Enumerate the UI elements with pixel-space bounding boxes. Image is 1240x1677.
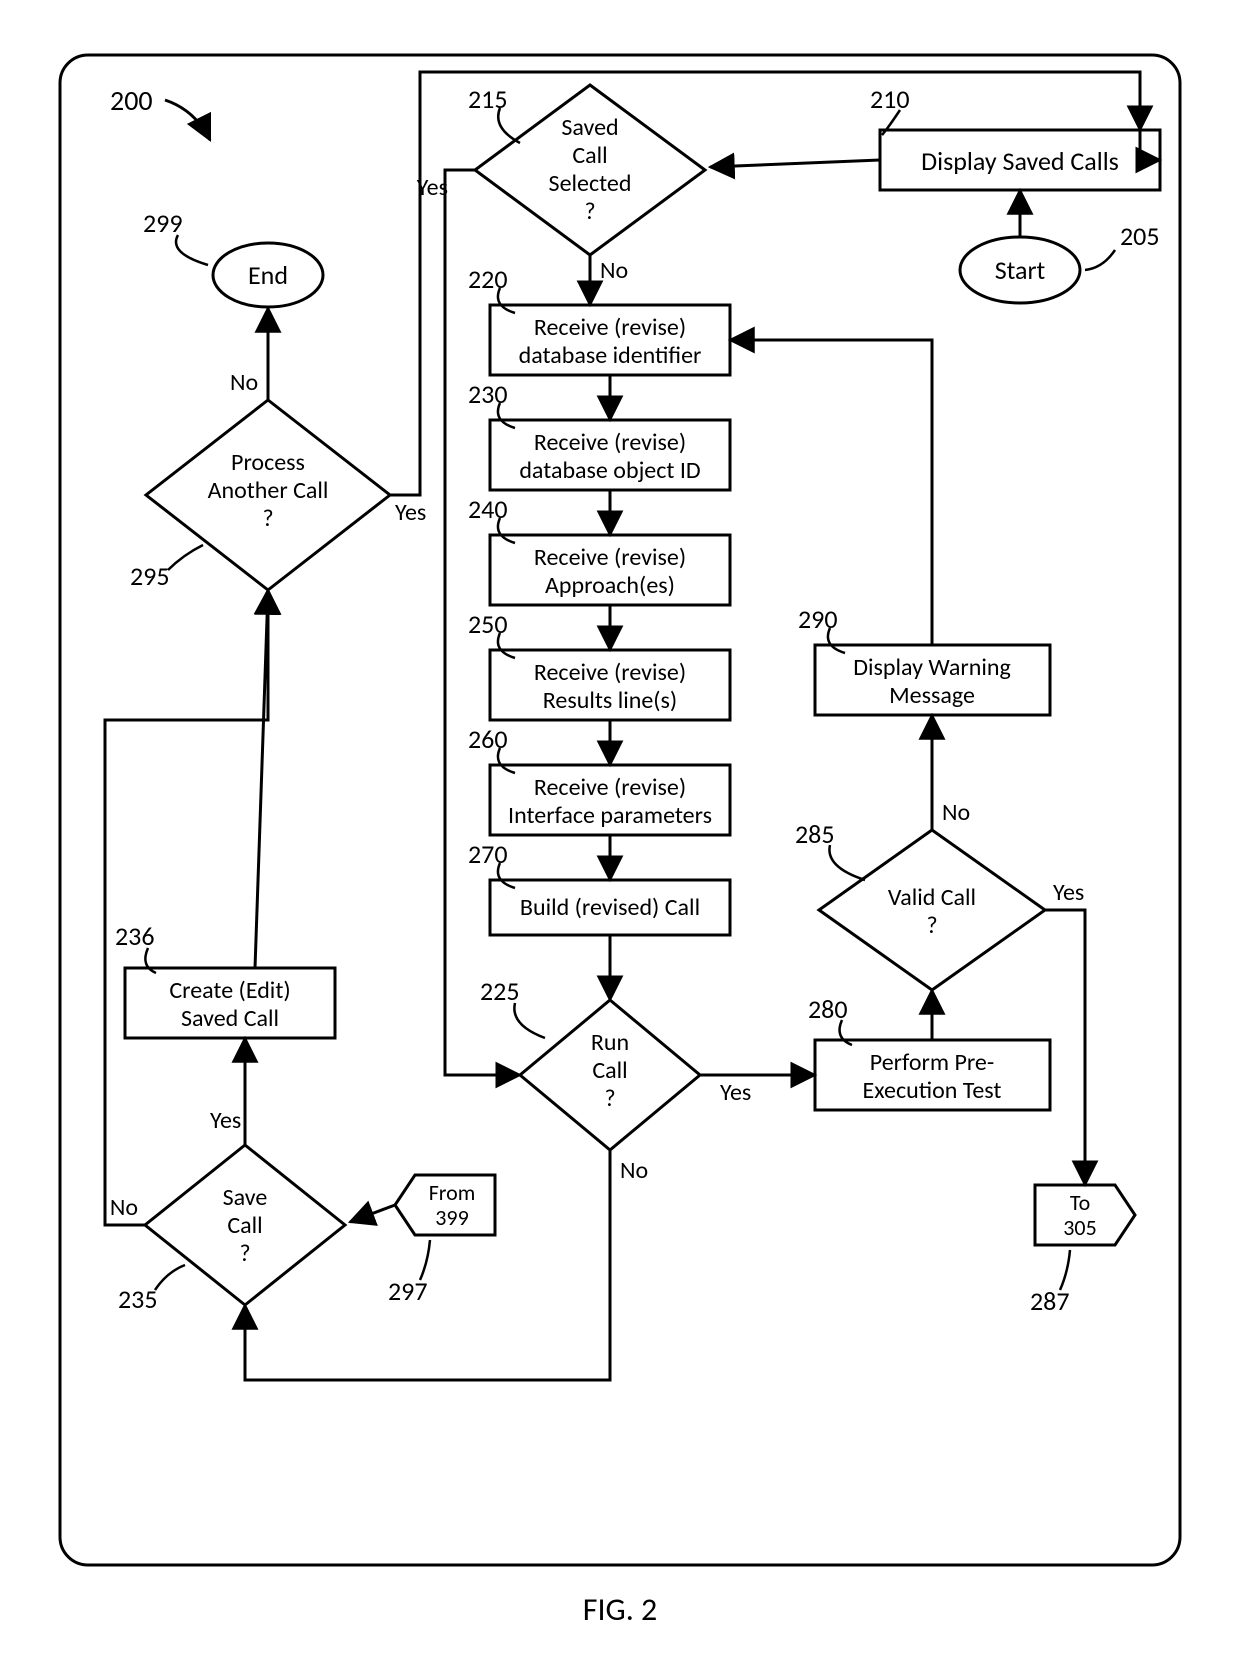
node-290-t2: Message [889,681,975,710]
edge-225-yes-label: Yes [720,1078,751,1107]
ref-230: 230 [468,378,508,410]
edge-285-no-label: No [942,798,970,827]
node-250-t1: Receive (revise) [534,658,686,687]
node-210-text: Display Saved Calls [921,145,1119,177]
node-285-t1: Valid Call [888,883,976,912]
ref-290: 290 [798,603,838,635]
leader-297 [420,1240,430,1280]
start-label: Start [995,254,1046,286]
node-295-t2: Another Call [208,476,329,505]
node-250-t2: Results line(s) [543,686,677,715]
node-297-t1: From [429,1179,476,1206]
node-260-t1: Receive (revise) [534,773,686,802]
node-235-t2: Call [227,1211,262,1240]
ref-297: 297 [388,1275,428,1307]
ref-215: 215 [468,83,508,115]
ref-285: 285 [795,818,835,850]
edge-285-yes-label: Yes [1053,878,1084,907]
node-230-t1: Receive (revise) [534,428,686,457]
ref-225: 225 [480,975,520,1007]
node-215-t3: Selected [549,169,632,198]
node-240-t2: Approach(es) [545,571,675,600]
node-270-t1: Build (revised) Call [520,893,700,922]
leader-285 [829,845,865,880]
node-287-t1: To [1070,1189,1090,1216]
ref-236: 236 [115,920,155,952]
node-215-t1: Saved [561,113,618,142]
leader-225 [514,1003,545,1038]
leader-205 [1085,250,1115,270]
node-236-t2: Saved Call [181,1004,279,1033]
leader-235 [155,1265,185,1290]
edge-295-yes-label: Yes [395,498,426,527]
edge-235-yes-label: Yes [210,1106,241,1135]
figure-ref-200: 200 [110,83,153,118]
figure-caption: FIG. 2 [583,1590,657,1629]
ref-299: 299 [143,207,183,239]
ref-250: 250 [468,608,508,640]
ref-280: 280 [808,993,848,1025]
node-297-t2: 399 [435,1204,468,1231]
node-240-t1: Receive (revise) [534,543,686,572]
end-label: End [248,259,288,291]
ref-210: 210 [870,83,910,115]
leader-295 [168,545,203,570]
edge-210-215 [710,160,880,167]
leader-299 [176,235,208,265]
edge-215-no-label: No [600,256,628,285]
node-225-t3: ? [604,1084,615,1113]
node-295-t3: ? [262,504,273,533]
node-287-t2: 305 [1063,1214,1096,1241]
ref-240: 240 [468,493,508,525]
edge-295-no-label: No [230,368,258,397]
edge-225-no-label: No [620,1156,648,1185]
node-260-t2: Interface parameters [508,801,712,830]
ref-295: 295 [130,560,170,592]
edge-297-235 [350,1205,395,1222]
ref-205: 205 [1120,220,1160,252]
node-215-t2: Call [572,141,607,170]
node-280-t1: Perform Pre- [870,1048,994,1077]
ref-270: 270 [468,838,508,870]
node-220-t2: database identifier [519,341,702,370]
node-230-t2: database object ID [519,456,700,485]
ref-260: 260 [468,723,508,755]
node-290-t1: Display Warning [853,653,1011,682]
node-225-t2: Call [592,1056,627,1085]
edge-235-no-label: No [110,1193,138,1222]
node-235-t1: Save [223,1183,268,1212]
edge-290-220 [730,340,932,645]
ref-235: 235 [118,1283,158,1315]
node-285-t2: ? [926,911,937,940]
figure-ref-arrow [165,100,210,140]
node-236-t1: Create (Edit) [169,976,290,1005]
edge-236-295 [255,590,268,968]
node-295-t1: Process [231,448,305,477]
leader-287 [1060,1250,1070,1290]
node-235-t3: ? [239,1239,250,1268]
node-215-t4: ? [584,197,595,226]
node-280-t2: Execution Test [863,1076,1002,1105]
flowchart-figure: Start 205 Display Saved Calls 210 Saved … [0,0,1240,1677]
node-225-t1: Run [591,1028,629,1057]
ref-220: 220 [468,263,508,295]
node-220-t1: Receive (revise) [534,313,686,342]
ref-287: 287 [1030,1285,1070,1317]
